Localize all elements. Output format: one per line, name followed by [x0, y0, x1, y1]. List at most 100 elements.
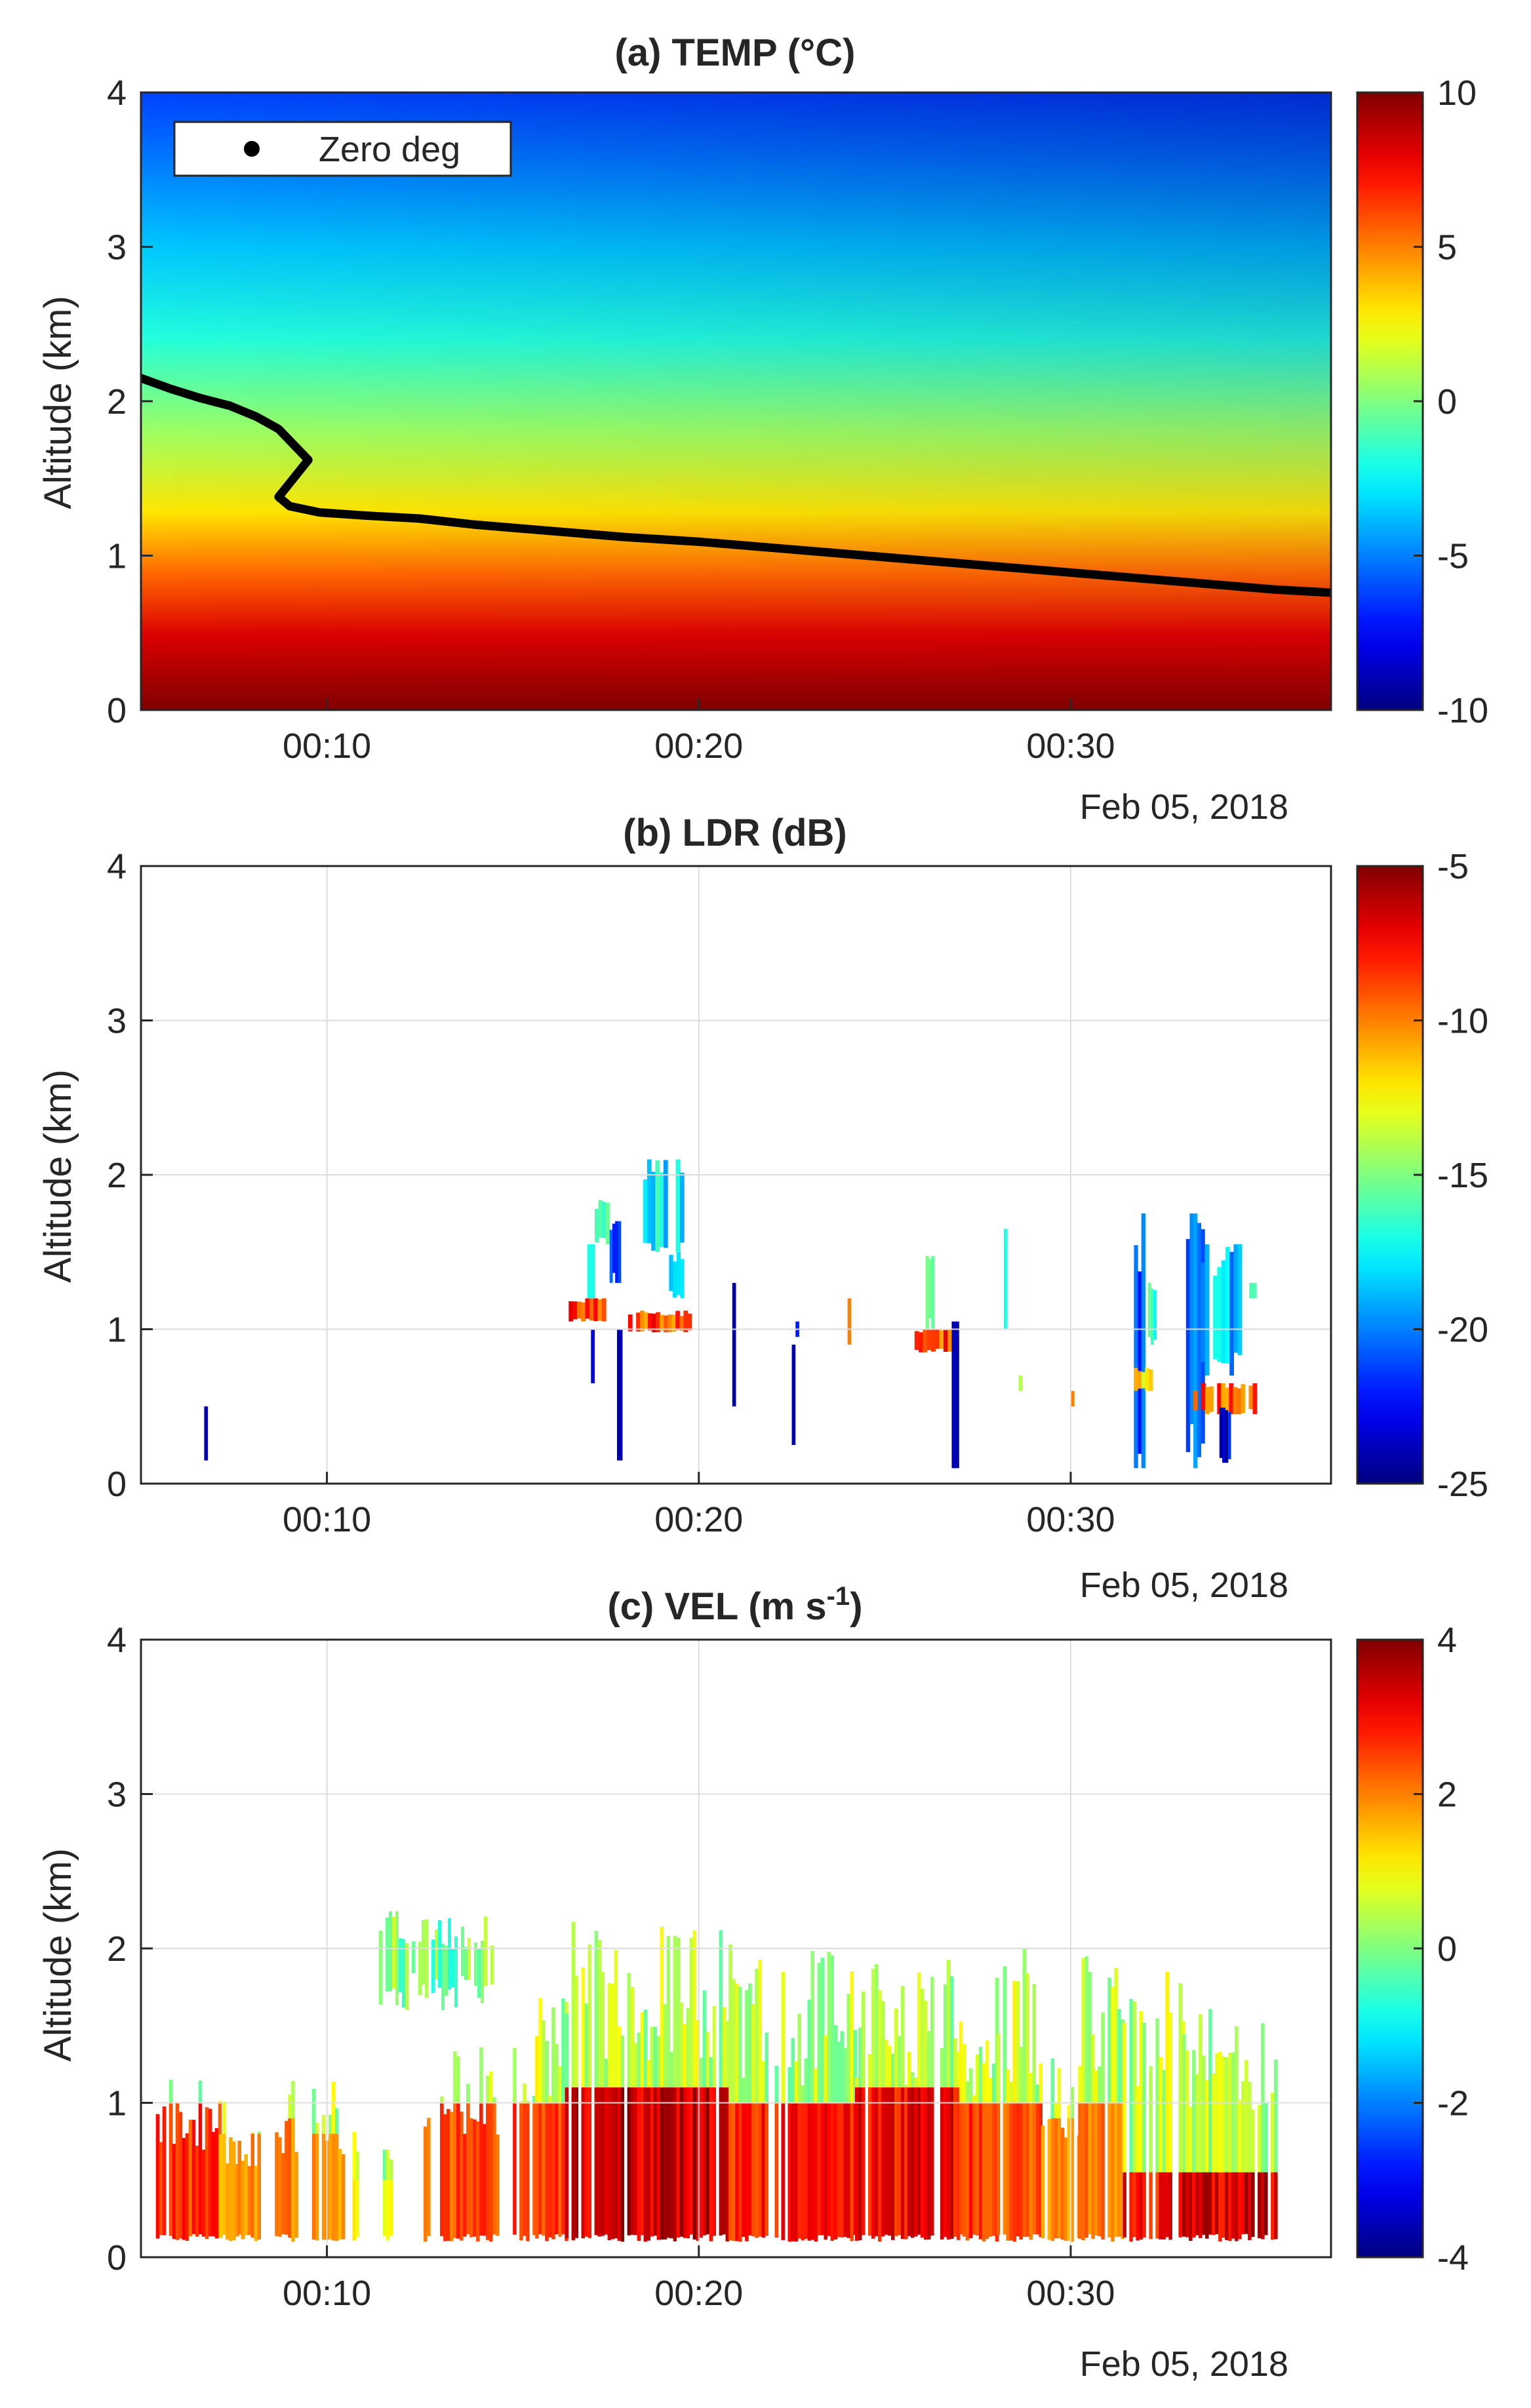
vel-column-upper [630, 1987, 635, 2087]
vel-column-upper [885, 2040, 888, 2087]
vel-column-upper [561, 1998, 565, 2103]
vel-column-lower [169, 2102, 173, 2236]
ldr-patch [1147, 1282, 1151, 1337]
vel-column-lower [235, 2163, 239, 2237]
ldr-patch [602, 1202, 606, 1238]
vel-column-lower [1019, 2102, 1023, 2240]
vel-column-upper [738, 1986, 742, 2103]
vel-column-lower [751, 2102, 755, 2237]
vel-column-lower [1084, 2102, 1088, 2238]
vel-column-lower [758, 2102, 762, 2237]
vel-column-upper [814, 2068, 818, 2103]
vel-column-upper [787, 2067, 791, 2103]
vel-column-upper [535, 2036, 539, 2103]
vel-column-upper [617, 2026, 622, 2087]
vel-column-lower [338, 2148, 342, 2240]
vel-column-lower [640, 2087, 645, 2236]
vel-column-lower [1231, 2172, 1235, 2239]
vel-column-upper [1019, 2047, 1023, 2103]
vel-column-upper [1261, 2023, 1265, 2173]
vel-column-upper [614, 1950, 618, 2087]
vel-column-lower [453, 2102, 457, 2238]
vel-column-lower [558, 2102, 562, 2237]
vel-column-upper [610, 1983, 615, 2087]
ldr-patch [919, 1332, 923, 1352]
x-tick-label: 00:20 [654, 2274, 743, 2313]
x-tick-label: 00:10 [283, 726, 371, 766]
vel-column-upper [1111, 1986, 1115, 2103]
vel-column-lower [542, 2102, 546, 2236]
vel-column-lower [885, 2087, 888, 2235]
ldr-patch [1237, 1244, 1243, 1355]
vel-column-lower [1050, 2118, 1055, 2241]
colorbar-tick-label: -5 [1437, 537, 1469, 576]
vel-column-lower [738, 2102, 742, 2242]
vel-column-upper [1231, 2052, 1235, 2173]
panel-b-ylabel: Altitude (km) [37, 1069, 79, 1283]
ldr-patch [675, 1311, 680, 1330]
colorbar-tick-label: -4 [1437, 2238, 1469, 2278]
vel-column-lower [247, 2166, 251, 2235]
vel-column-upper [924, 2000, 928, 2087]
ldr-patch [1134, 1368, 1138, 1391]
vel-column-upper [1114, 1967, 1118, 2103]
vel-column-lower [607, 2087, 612, 2240]
ldr-patch [581, 1302, 586, 1322]
ldr-patch [609, 1229, 613, 1283]
ldr-patch [935, 1329, 940, 1349]
panel-c-title-suffix: ) [850, 1585, 862, 1628]
panel-c-title-main: (c) VEL (m s [607, 1585, 826, 1628]
vel-column-lower [463, 2133, 467, 2237]
vel-column-lower [824, 2102, 827, 2240]
vel-column-lower [229, 2137, 233, 2241]
vel-column-lower [653, 2087, 658, 2236]
vel-column-upper [683, 2024, 687, 2087]
vel-column-lower [523, 2102, 527, 2236]
vel-cirrus-column [445, 1945, 448, 1996]
vel-column-lower [794, 2102, 798, 2242]
vel-column-lower [574, 2087, 579, 2238]
vel-column-lower [1101, 2102, 1105, 2240]
vel-column-lower [643, 2087, 648, 2242]
vel-column-upper [565, 2013, 569, 2087]
panel-b-plot-area: 0 1 2 3 4 00:10 00:20 00:30 [107, 847, 1332, 1539]
ldr-patch [939, 1330, 944, 1349]
vel-column-lower [1155, 2172, 1159, 2239]
ldr-patch [673, 1261, 677, 1298]
ldr-patch [1138, 1371, 1142, 1389]
panel-a-colorbar: 10 5 0 -5 -10 [1356, 73, 1488, 730]
vel-column-lower [489, 2102, 493, 2242]
vel-column-upper [1084, 1956, 1088, 2103]
vel-column-upper [1248, 2082, 1252, 2173]
vel-column-upper [594, 1931, 599, 2087]
vel-column-upper [1142, 2023, 1146, 2173]
vel-cirrus-column [422, 1920, 425, 1984]
vel-column-upper [975, 2054, 980, 2103]
vel-column-upper [1078, 2066, 1082, 2103]
vel-column-upper [1039, 2063, 1043, 2103]
y-tick-label: 2 [107, 1156, 127, 1195]
ldr-patch [1201, 1263, 1206, 1362]
x-tick-label: 00:10 [283, 1500, 371, 1539]
vel-column-upper [962, 2044, 966, 2103]
ldr-patch [597, 1299, 603, 1321]
vel-column-lower [1054, 2118, 1058, 2239]
vel-column-upper [985, 2040, 989, 2103]
vel-column-upper [1139, 2011, 1143, 2173]
vel-column-lower [159, 2142, 163, 2236]
vel-column-upper [542, 2020, 546, 2103]
vel-column-lower [633, 2087, 638, 2236]
ldr-patch [1145, 1368, 1149, 1391]
vel-cirrus-column [402, 1939, 405, 2008]
vel-column-upper [1189, 2106, 1193, 2173]
vel-cirrus-column [412, 1941, 415, 1973]
vel-column-upper [331, 2082, 336, 2134]
vel-column-lower [479, 2102, 483, 2236]
vel-column-upper [1022, 1949, 1026, 2103]
vel-column-upper [689, 1938, 694, 2087]
vel-column-upper [957, 2051, 961, 2087]
vel-column-lower [1244, 2172, 1248, 2234]
ldr-patch [589, 1298, 594, 1321]
ldr-patch [656, 1312, 660, 1333]
vel-column-upper [742, 2078, 746, 2103]
